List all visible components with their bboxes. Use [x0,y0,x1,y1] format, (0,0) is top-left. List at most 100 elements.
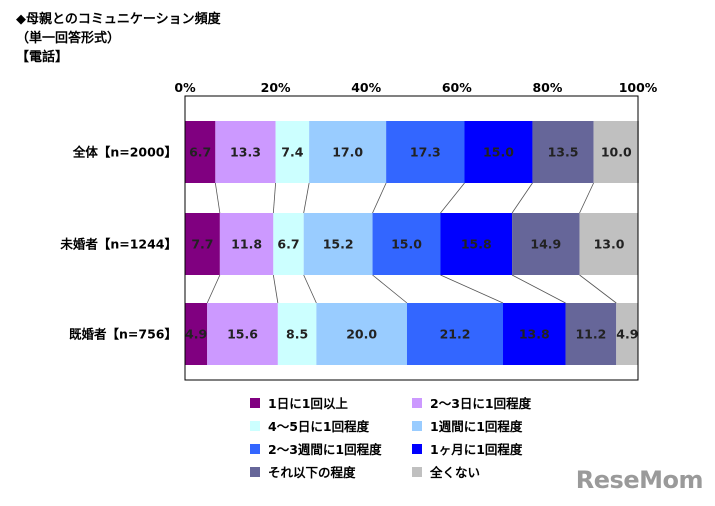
legend-item: 1ヶ月に1回程度 [412,439,522,458]
chart-heading: ◆母親とのコミュニケーション頻度 （単一回答形式） 【電話】 [16,10,221,67]
plot-frame [184,95,639,381]
x-tick-label: 60% [442,80,472,95]
data-label: 21.2 [440,327,471,342]
data-label: 14.9 [530,237,561,252]
bar-segment [207,303,278,365]
data-label: 17.0 [332,145,363,160]
legend-item: 4～5日に1回程度 [250,416,369,435]
data-label: 13.3 [230,145,261,160]
bar-segment [464,121,533,183]
data-label: 17.3 [410,145,441,160]
category-label: 未婚者【n=1244】 [59,237,177,252]
bar-segment [316,303,407,365]
x-tick-label: 80% [532,80,562,95]
resemom-watermark: ReseMom [575,466,704,494]
data-label: 7.4 [281,145,303,160]
data-label: 13.8 [519,327,550,342]
bar-segment [532,121,594,183]
data-label: 20.0 [346,327,377,342]
chart-title: ◆母親とのコミュニケーション頻度 [16,12,221,27]
legend-swatch [412,420,422,431]
legend-swatch [412,443,422,454]
data-label: 4.9 [185,327,207,342]
legend-item: 2～3週間に1回程度 [250,439,382,458]
connector-line [579,182,594,214]
bar-segment [565,303,617,365]
data-label: 10.0 [601,145,632,160]
category-label: 全体【n=2000】 [72,145,177,160]
bar-segment [273,213,304,275]
legend-item: 2～3日に1回程度 [412,393,531,412]
bar-segment [512,213,580,275]
chart-subtitle: （単一回答形式） [16,31,121,46]
data-label: 8.5 [286,327,308,342]
bar-segment [303,213,373,275]
data-label: 6.7 [277,237,299,252]
connector-line [272,274,279,304]
bar-segment [185,303,208,365]
x-tick-label: 100% [619,80,658,95]
bar-segment [406,303,504,365]
legend-label: 2～3週間に1回程度 [268,442,382,457]
bar-segment [372,213,441,275]
bar-segment [579,213,639,275]
legend-swatch [250,397,260,408]
category-label: 既婚者【n=756】 [69,327,177,342]
legend-label: 1ヶ月に1回程度 [430,442,523,457]
bar-segment [593,121,639,183]
bar-segment [277,303,317,365]
legend-label: 1週間に1回程度 [430,419,523,434]
x-tick-label: 40% [351,80,381,95]
legend-label: 1日に1回以上 [268,396,348,411]
legend-swatch [250,443,260,454]
bar-segment [185,213,220,275]
bar-segment [309,121,387,183]
legend-item: 1日に1回以上 [250,393,348,412]
connector-line [214,182,221,214]
data-label: 15.6 [227,327,258,342]
legend-item: 全くない [412,462,480,481]
legend-label: 2～3日に1回程度 [430,396,532,411]
connector-line [440,182,465,214]
legend-label: 4～5日に1回程度 [268,419,370,434]
connector-line [511,182,533,214]
connector-line [372,274,408,304]
connector-line [206,274,221,304]
legend-item: それ以下の程度 [250,462,356,481]
bar-segment [185,121,216,183]
x-tick-label: 20% [261,80,291,95]
connector-line [372,182,387,214]
data-label: 15.8 [461,237,492,252]
legend-label: それ以下の程度 [268,465,356,480]
x-tick-label: 0% [174,80,196,95]
bar-segment [616,303,639,365]
legend-swatch [412,466,422,477]
legend-label: 全くない [430,465,481,480]
connector-line [303,182,310,214]
data-label: 7.7 [191,237,213,252]
data-label: 13.0 [594,237,625,252]
bar-segment [503,303,566,365]
connector-line [579,274,617,304]
data-label: 13.5 [548,145,579,160]
legend-swatch [250,466,260,477]
connector-line [511,274,566,304]
data-label: 15.0 [483,145,514,160]
connector-line [272,182,276,214]
bar-segment [440,213,513,275]
data-label: 15.0 [391,237,422,252]
bar-segment [219,213,274,275]
legend-swatch [412,397,422,408]
data-label: 11.8 [231,237,262,252]
legend-item: 1週間に1回程度 [412,416,522,435]
connector-line [440,274,504,304]
data-label: 15.2 [323,237,354,252]
data-label: 4.9 [616,327,638,342]
bar-segment [386,121,465,183]
data-label: 6.7 [189,145,211,160]
bar-segment [275,121,310,183]
legend-swatch [250,420,260,431]
bar-segment [215,121,276,183]
connector-line [303,274,317,304]
